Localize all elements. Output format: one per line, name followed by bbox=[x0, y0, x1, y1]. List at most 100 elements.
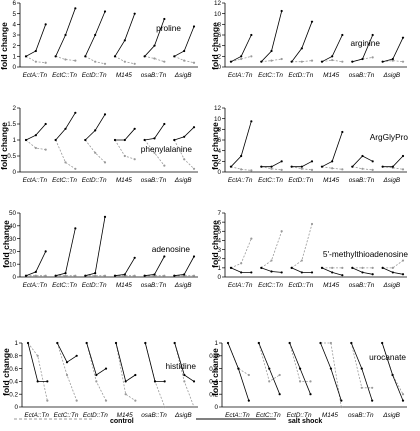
legend-salt-label: salt shock bbox=[288, 418, 322, 425]
control-point bbox=[64, 274, 67, 277]
control-point bbox=[133, 62, 136, 65]
salt-shock-point bbox=[331, 160, 334, 163]
chart-title: phenylalanine bbox=[141, 144, 193, 154]
salt-shock-point bbox=[247, 399, 250, 402]
y-tick-label: 2 bbox=[217, 256, 221, 263]
y-tick-label: 0.8 bbox=[209, 353, 218, 360]
control-series-line bbox=[27, 342, 48, 401]
control-point bbox=[401, 393, 405, 396]
x-tick-label: EctC::Tn bbox=[256, 412, 281, 419]
salt-shock-point bbox=[153, 380, 157, 383]
control-point bbox=[270, 59, 273, 62]
salt-shock-point bbox=[260, 165, 263, 168]
salt-shock-series-line bbox=[144, 342, 165, 382]
salt-shock-point bbox=[36, 380, 39, 383]
salt-shock-point bbox=[250, 271, 253, 274]
salt-shock-point bbox=[320, 165, 324, 168]
control-series-line bbox=[55, 139, 76, 170]
chart-title: ArgGlyPro bbox=[370, 132, 409, 142]
salt-shock-point bbox=[64, 272, 67, 275]
x-tick-label: ΔsigB bbox=[174, 412, 192, 419]
salt-shock-point bbox=[341, 274, 344, 277]
control-point bbox=[34, 274, 37, 277]
ylabel-right-top: fold change bbox=[210, 22, 220, 70]
control-point bbox=[183, 59, 186, 62]
control-series-line bbox=[174, 55, 195, 64]
control-point bbox=[280, 230, 283, 233]
control-point bbox=[153, 151, 156, 154]
y-tick-label: 50 bbox=[9, 210, 17, 217]
x-tick-label: osaB::Tn bbox=[141, 177, 167, 184]
chart-title: urocanate bbox=[369, 352, 406, 362]
control-point bbox=[183, 158, 186, 161]
salt-shock-point bbox=[280, 9, 283, 13]
control-series-line bbox=[115, 342, 136, 401]
control-series-line bbox=[84, 139, 106, 163]
control-point bbox=[371, 168, 374, 171]
salt-shock-point bbox=[341, 33, 344, 37]
x-tick-label: M145 bbox=[116, 72, 132, 79]
y-tick-label: 0 bbox=[12, 64, 16, 71]
control-point bbox=[94, 60, 97, 63]
control-point bbox=[163, 164, 166, 167]
salt-shock-point bbox=[270, 270, 273, 273]
y-tick-label: 12 bbox=[214, 105, 222, 112]
control-point bbox=[360, 386, 363, 389]
salt-shock-point bbox=[192, 380, 196, 383]
control-series-line bbox=[289, 342, 311, 382]
control-point bbox=[64, 161, 67, 164]
y-tick-label: 1 bbox=[217, 265, 221, 272]
salt-shock-point bbox=[85, 341, 88, 345]
salt-shock-series-line bbox=[230, 121, 252, 167]
salt-shock-point bbox=[113, 274, 117, 277]
x-tick-label: osaB::Tn bbox=[141, 282, 167, 289]
x-tick-label: M145 bbox=[323, 177, 339, 184]
control-point bbox=[371, 266, 374, 269]
x-tick-label: EctD::Tn bbox=[82, 282, 107, 289]
salt-shock-point bbox=[133, 256, 136, 259]
salt-shock-point bbox=[391, 165, 394, 168]
control-point bbox=[104, 399, 108, 402]
control-point bbox=[371, 386, 374, 389]
salt-shock-point bbox=[94, 129, 97, 132]
x-tick-label: M145 bbox=[116, 177, 132, 184]
salt-shock-point bbox=[290, 266, 293, 269]
salt-shock-point bbox=[34, 49, 37, 53]
control-point bbox=[310, 222, 314, 226]
y-tick-label: 0.4 bbox=[209, 379, 218, 386]
salt-shock-series-line bbox=[174, 256, 195, 277]
salt-shock-point bbox=[133, 127, 136, 130]
control-point bbox=[280, 168, 283, 171]
x-tick-label: EctC::Tn bbox=[54, 412, 79, 419]
salt-shock-point bbox=[401, 36, 405, 39]
control-point bbox=[74, 167, 77, 170]
y-tick-label: 0 bbox=[14, 404, 18, 411]
salt-shock-point bbox=[26, 341, 30, 345]
control-point bbox=[310, 59, 314, 62]
salt-shock-point bbox=[173, 55, 176, 58]
y-tick-label: 5 bbox=[217, 228, 221, 235]
x-tick-label: M145 bbox=[323, 72, 339, 79]
control-point bbox=[371, 56, 374, 59]
salt-shock-series-line bbox=[55, 8, 76, 57]
salt-shock-point bbox=[44, 250, 47, 253]
x-tick-label: osaB::Tn bbox=[349, 72, 375, 79]
salt-shock-point bbox=[153, 44, 156, 47]
control-point bbox=[44, 61, 47, 64]
salt-shock-point bbox=[371, 399, 374, 402]
control-point bbox=[300, 167, 303, 170]
y-tick-label: 1 bbox=[12, 137, 16, 144]
salt-shock-point bbox=[24, 274, 28, 277]
control-point bbox=[329, 341, 333, 345]
y-tick-label: 30 bbox=[9, 236, 17, 243]
chart-title: adenosine bbox=[152, 244, 191, 254]
salt-shock-point bbox=[229, 60, 233, 63]
salt-shock-point bbox=[95, 373, 98, 377]
salt-shock-point bbox=[351, 266, 354, 269]
y-tick-label: 40 bbox=[9, 223, 17, 230]
salt-shock-point bbox=[192, 25, 196, 28]
y-tick-label: 8 bbox=[217, 127, 221, 134]
salt-shock-point bbox=[143, 138, 146, 142]
